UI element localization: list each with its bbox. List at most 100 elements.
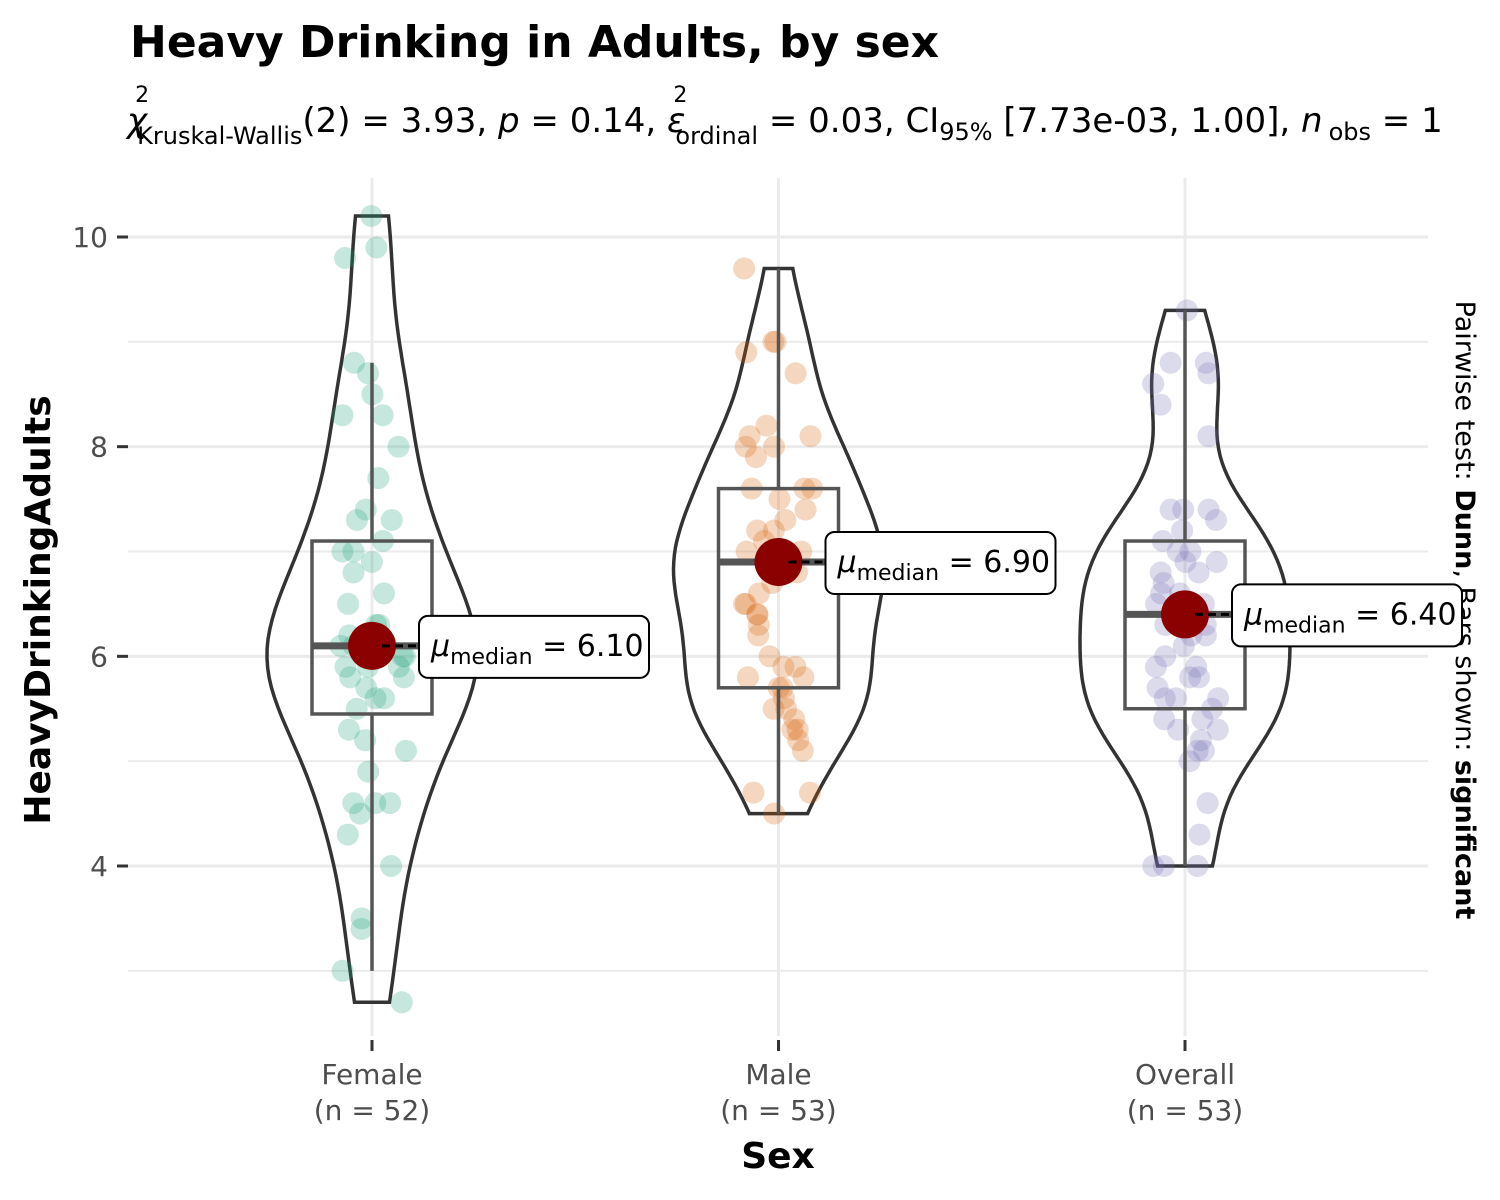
data-point [1149,393,1172,416]
data-point [337,592,360,615]
median-label: μmedian = 6.40 [1243,597,1457,638]
data-point [1144,655,1167,678]
data-point [1153,687,1176,710]
data-point [736,666,759,689]
data-point [791,739,814,762]
data-point [1197,425,1220,448]
data-point [331,959,354,982]
data-point [1188,823,1211,846]
data-point [1207,687,1230,710]
data-point [1142,855,1165,877]
data-point [1172,498,1195,521]
data-point [1197,498,1220,521]
data-point [1152,855,1175,877]
x-tick-n-label: (n = 53) [720,1094,836,1127]
median-markers [348,537,1209,670]
data-point [1188,666,1210,689]
data-point [735,341,758,364]
data-point [775,697,798,720]
chart-subtitle: χ2 Kruskal-Wallis(2) = 3.93, p = 0.14, ε2… [125,83,1443,150]
data-point [1186,855,1209,877]
data-point [1164,687,1187,710]
data-point [746,519,769,542]
y-tick-label: 10 [72,221,108,254]
data-point [331,404,354,427]
data-point [763,435,785,458]
data-point [758,645,781,668]
data-point [1187,561,1210,584]
data-point [1142,372,1165,395]
data-point [746,603,769,626]
data-point [355,676,378,699]
median-label-value: = 6.10 [533,629,644,664]
data-point [1172,634,1195,657]
data-point [365,236,388,259]
data-point [387,435,410,458]
data-point [1174,551,1197,573]
data-point [1171,519,1194,542]
data-point [762,519,785,542]
data-point [1205,551,1228,573]
chart-title: Heavy Drinking in Adults, by sex [130,17,939,68]
data-point [783,708,806,731]
data-point [1196,792,1219,815]
data-point [334,247,357,269]
data-point [373,582,395,605]
data-point [786,718,809,741]
median-point [754,537,803,586]
data-point [334,655,357,678]
data-point [360,551,383,573]
data-point [337,718,360,741]
data-point [342,540,365,563]
data-point [387,655,410,678]
data-point [345,697,368,720]
x-tick-n-label: (n = 53) [1127,1094,1243,1127]
data-point [1179,666,1202,689]
x-tick-n-label: (n = 52) [314,1094,430,1127]
data-point [1178,750,1201,773]
data-point [1149,561,1172,584]
violin-female [265,214,479,1005]
x-tick-label: Male [745,1058,811,1091]
median-point [1161,590,1209,639]
data-point [392,666,415,689]
data-point [799,781,821,804]
median-label-value: = 6.90 [939,545,1050,580]
violins [265,214,1292,1005]
y-tick-label: 6 [90,640,108,673]
data-point [747,624,770,647]
data-point [1192,739,1215,762]
data-point [371,404,394,427]
data-point [343,351,366,374]
data-point [792,666,815,689]
data-point [1191,708,1214,731]
data-point [379,792,402,815]
x-tick-label: Female [321,1058,422,1091]
data-point [764,330,787,353]
median-label-symbol: μ [1243,597,1263,632]
x-axis-title: Sex [741,1136,815,1177]
data-point [342,561,365,584]
data-point [349,802,372,825]
data-point [1159,351,1182,374]
data-point [357,362,379,385]
data-point [735,540,758,563]
data-point [738,425,761,448]
data-point [350,907,373,930]
median-label-sub: median [450,645,532,670]
y-axis-title: HeavyDrinkingAdults [18,395,59,824]
data-point [763,802,786,825]
data-point [734,592,757,615]
data-point [380,855,403,877]
median-label: μmedian = 6.10 [430,629,644,670]
data-point [746,603,769,626]
median-label-symbol: μ [837,545,857,580]
median-label-box [824,530,1057,595]
data-point [734,435,757,458]
data-point [390,991,413,1014]
data-point [781,718,804,741]
median-label-sub: median [857,561,939,586]
